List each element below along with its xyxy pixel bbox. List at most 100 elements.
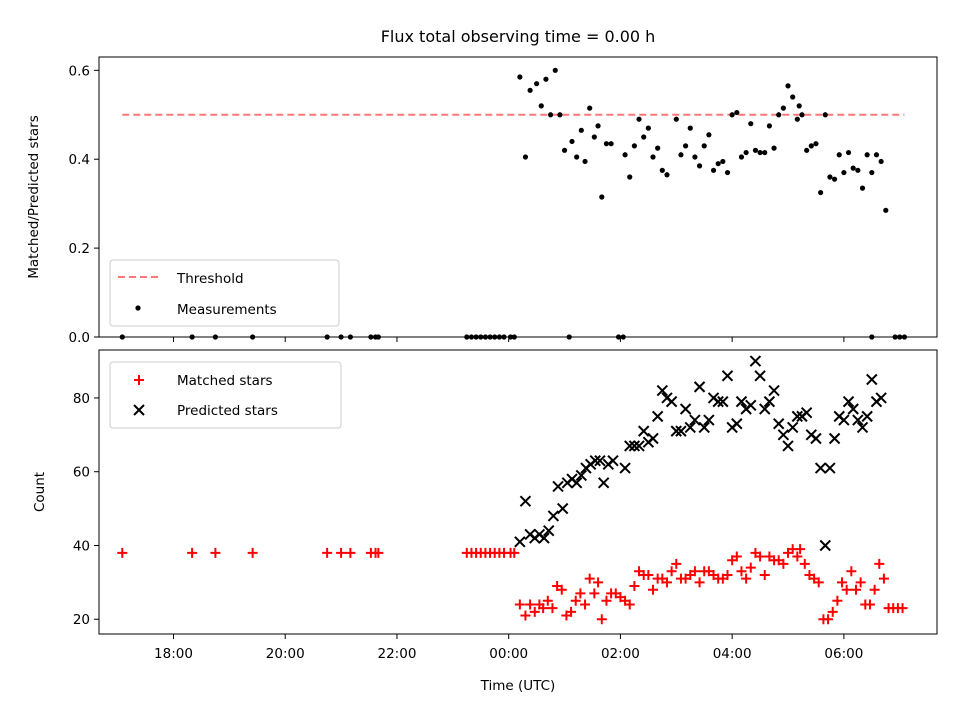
matched-star-point (117, 547, 128, 558)
measurement-point (841, 169, 847, 176)
measurement-point (569, 138, 575, 145)
measurement-point (790, 94, 796, 100)
measurement-point (599, 194, 605, 200)
predicted-star-point (684, 421, 696, 434)
matched-star-point (322, 547, 333, 558)
matched-star-point (755, 551, 766, 562)
predicted-star-point (786, 421, 799, 434)
x-tick-label: 04:00 (713, 646, 752, 662)
predicted-star-point (543, 525, 555, 537)
measurement-point (683, 143, 689, 149)
legend-measurements-label: Measurements (177, 302, 277, 318)
measurement-point (734, 109, 740, 116)
measurement-point (766, 123, 773, 129)
count-panel: 20 40 60 80 18:00 20:00 22:00 00:00 02:00 04:00 0… (32, 349, 938, 694)
predicted-star-point (749, 355, 762, 367)
predicted-star-point (670, 425, 682, 437)
measurement-point (710, 167, 717, 173)
matched-star-point (855, 577, 866, 588)
predicted-star-point (607, 454, 619, 467)
measurement-point (627, 174, 633, 180)
predicted-star-point (619, 462, 631, 474)
matched-star-point (795, 544, 806, 555)
count-legend: Matched stars Predicted stars (109, 361, 342, 429)
measurement-point (552, 67, 558, 73)
y-tick-label: 0.0 (69, 330, 90, 346)
x-tick-label: 02:00 (601, 646, 640, 662)
measurement-point (701, 143, 707, 149)
predicted-star-point (698, 421, 710, 434)
measurement-point (591, 134, 597, 140)
matched-star-point (792, 551, 803, 562)
matched-star-point (878, 573, 889, 584)
measurement-point (827, 174, 833, 180)
legend-threshold-label: Threshold (176, 271, 244, 287)
legend-matched-label: Matched stars (177, 373, 273, 389)
predicted-star-point (791, 410, 804, 423)
legend-box (109, 361, 342, 429)
measurement-point (706, 132, 712, 138)
matched-star-point (694, 577, 705, 588)
measurement-point (631, 143, 637, 149)
matched-star-point (778, 558, 789, 569)
matched-star-point (629, 581, 640, 592)
predicted-star-point (552, 480, 564, 493)
matched-star-point (813, 577, 824, 588)
matched-star-point (547, 603, 558, 614)
predicted-star-point (624, 440, 636, 452)
measurement-point (808, 143, 814, 149)
predicted-star-point (842, 395, 855, 408)
measurement-point (724, 169, 731, 176)
measurement-point (664, 172, 670, 178)
count-axes-frame (98, 349, 938, 635)
predicted-star-point (810, 432, 822, 445)
matched-star-point (671, 558, 682, 569)
measurement-point (561, 147, 568, 153)
measurement-point (678, 152, 684, 158)
measurement-point (603, 141, 610, 147)
measurement-point (650, 154, 656, 160)
measurement-point (836, 152, 842, 158)
matched-star-point (745, 562, 756, 573)
count-plot-area (117, 355, 908, 625)
ratio-x-ticks (172, 337, 845, 342)
matched-star-point (529, 606, 540, 617)
measurement-point (743, 149, 749, 156)
matched-star-point (666, 566, 677, 577)
measurement-point (762, 149, 768, 156)
legend-predicted-label: Predicted stars (177, 403, 278, 419)
measurement-point (799, 112, 805, 118)
x-tick-label: 22:00 (378, 646, 417, 662)
ratio-panel: 0.0 0.2 0.4 0.6 Matched/Predicted stars Thr… (26, 56, 938, 346)
legend-measurements-swatch (135, 305, 141, 311)
predicted-star-point (514, 536, 526, 548)
matched-star-point (689, 566, 700, 577)
y-tick-label: 40 (73, 538, 90, 554)
matched-star-point (570, 595, 581, 606)
predicted-star-point (519, 495, 532, 507)
predicted-star-point (824, 462, 836, 474)
matched-star-point (864, 599, 875, 610)
matched-star-point (566, 606, 577, 617)
predicted-star-point (538, 532, 550, 544)
matched-star-point (345, 547, 356, 558)
measurement-point (804, 147, 810, 153)
matched-star-point (897, 603, 908, 614)
matched-star-point (210, 547, 221, 558)
measurement-point (517, 74, 523, 80)
measurement-point (771, 145, 777, 151)
predicted-star-point (133, 404, 145, 416)
matched-star-point (525, 599, 536, 610)
measurement-point (757, 149, 763, 156)
predicted-star-point (665, 395, 678, 408)
matched-star-point (336, 547, 347, 558)
predicted-star-point (866, 373, 878, 386)
predicted-star-point (847, 403, 859, 415)
measurement-point (692, 154, 698, 160)
ratio-legend: Threshold Measurements (109, 259, 340, 327)
predicted-star-point (768, 384, 780, 397)
measurement-point (850, 165, 856, 171)
measurement-point (655, 145, 661, 151)
y-tick-label: 0.4 (69, 152, 90, 168)
matched-star-point (736, 566, 747, 577)
